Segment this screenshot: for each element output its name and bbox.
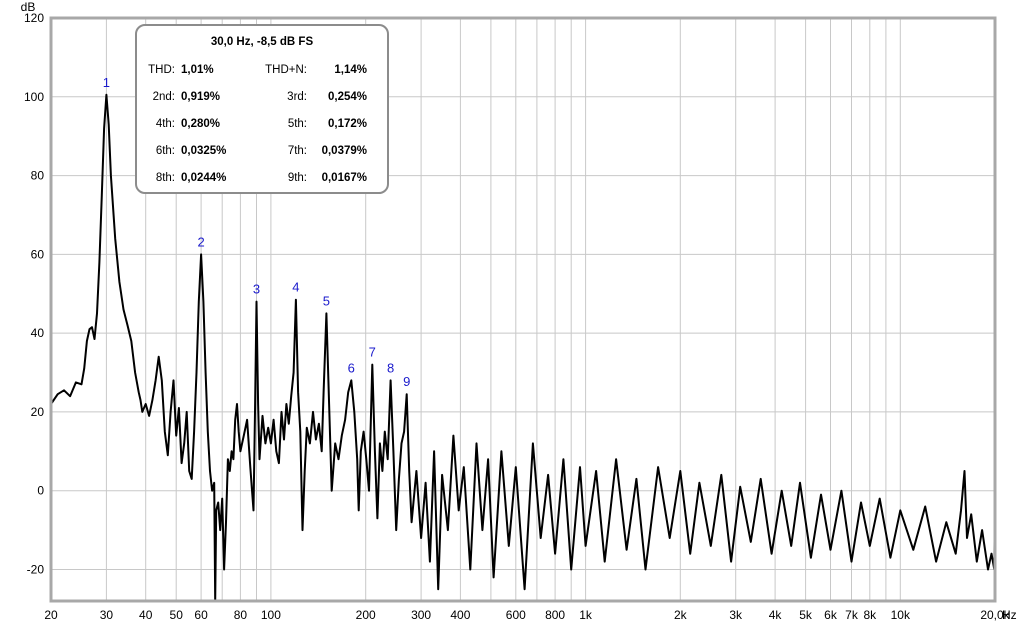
x-tick-labels: 20 30 40 50 60 80 100 200 300 400 600 800 1k 2k 3k 4k 5k… — [44, 608, 1010, 622]
x-tick-label: 1k — [579, 608, 593, 622]
peak-label: 5 — [323, 293, 330, 308]
x-tick-label: 80 — [234, 608, 248, 622]
info-value: 0,0167% — [321, 172, 367, 184]
peak-label: 3 — [253, 282, 260, 297]
x-tick-label: 7k — [845, 608, 859, 622]
info-row: THD: 1,01% THD+N: 1,14% — [137, 64, 387, 80]
trace-group — [50, 93, 996, 602]
x-tick-label: 5k — [799, 608, 813, 622]
info-label: THD: — [148, 64, 175, 76]
y-tick-label: -20 — [27, 563, 45, 577]
info-value: 0,280% — [181, 118, 221, 130]
x-tick-label: 300 — [411, 608, 431, 622]
y-tick-label: 20 — [31, 405, 45, 419]
x-tick-label: 40 — [139, 608, 153, 622]
info-label: 3rd: — [287, 91, 307, 103]
info-value: 0,0325% — [181, 145, 227, 157]
peak-label: 8 — [387, 360, 394, 375]
info-value: 0,0244% — [181, 172, 227, 184]
x-tick-label: 60 — [194, 608, 208, 622]
y-axis-label: dB — [21, 0, 36, 14]
info-label: 8th: — [155, 172, 175, 184]
info-value: 0,172% — [327, 118, 367, 130]
info-label: 4th: — [155, 118, 175, 130]
info-value: 0,254% — [327, 91, 367, 103]
info-label: 2nd: — [152, 91, 175, 103]
info-row: 6th: 0,0325% 7th: 0,0379% — [137, 145, 387, 161]
info-value: 0,919% — [181, 91, 221, 103]
x-tick-label: 100 — [261, 608, 281, 622]
y-tick-label: 120 — [24, 11, 44, 25]
info-value: 1,14% — [334, 64, 367, 76]
y-tick-label: 100 — [24, 90, 44, 104]
peak-label: 2 — [197, 234, 204, 249]
peak-label: 1 — [103, 75, 110, 90]
info-row: 4th: 0,280% 5th: 0,172% — [137, 118, 387, 134]
distortion-info-box: 30,0 Hz, -8,5 dB FS THD: 1,01% THD+N: 1,14%… — [135, 24, 389, 194]
info-box-title: 30,0 Hz, -8,5 dB FS — [210, 36, 314, 48]
x-tick-label: 800 — [545, 608, 565, 622]
x-tick-label: 4k — [769, 608, 783, 622]
x-tick-label: 20,0k — [980, 608, 1010, 622]
info-label: 5th: — [287, 118, 307, 130]
x-tick-label: 50 — [170, 608, 184, 622]
x-tick-label: 600 — [506, 608, 526, 622]
info-row: 2nd: 0,919% 3rd: 0,254% — [137, 91, 387, 107]
y-tick-labels: 120 100 80 60 40 20 0 -20 — [24, 11, 44, 577]
x-axis-unit-label: Hz — [1002, 608, 1017, 622]
plot-frame — [49, 16, 997, 603]
x-tick-label: 6k — [824, 608, 838, 622]
info-value: 0,0379% — [321, 145, 367, 157]
spectrum-trace — [50, 93, 996, 602]
peak-label: 4 — [292, 280, 299, 295]
info-label: 6th: — [155, 145, 175, 157]
x-tick-label: 3k — [729, 608, 743, 622]
x-tick-label: 2k — [674, 608, 688, 622]
y-tick-label: 60 — [31, 247, 45, 261]
info-row: 8th: 0,0244% 9th: 0,0167% — [137, 172, 387, 188]
info-label: THD+N: — [265, 64, 307, 76]
x-tick-label: 8k — [863, 608, 877, 622]
x-tick-label: 20 — [44, 608, 58, 622]
x-tick-label: 400 — [450, 608, 470, 622]
peak-label: 7 — [369, 345, 376, 360]
peak-label: 9 — [403, 374, 410, 389]
y-tick-label: 40 — [31, 326, 45, 340]
x-tick-label: 10k — [891, 608, 911, 622]
info-label: 7th: — [287, 145, 307, 157]
info-label: 9th: — [287, 172, 307, 184]
x-tick-label: 200 — [356, 608, 376, 622]
y-tick-label: 80 — [31, 169, 45, 183]
y-tick-label: 0 — [37, 484, 44, 498]
peak-label: 6 — [348, 360, 355, 375]
info-value: 1,01% — [181, 64, 214, 76]
x-tick-label: 30 — [100, 608, 114, 622]
